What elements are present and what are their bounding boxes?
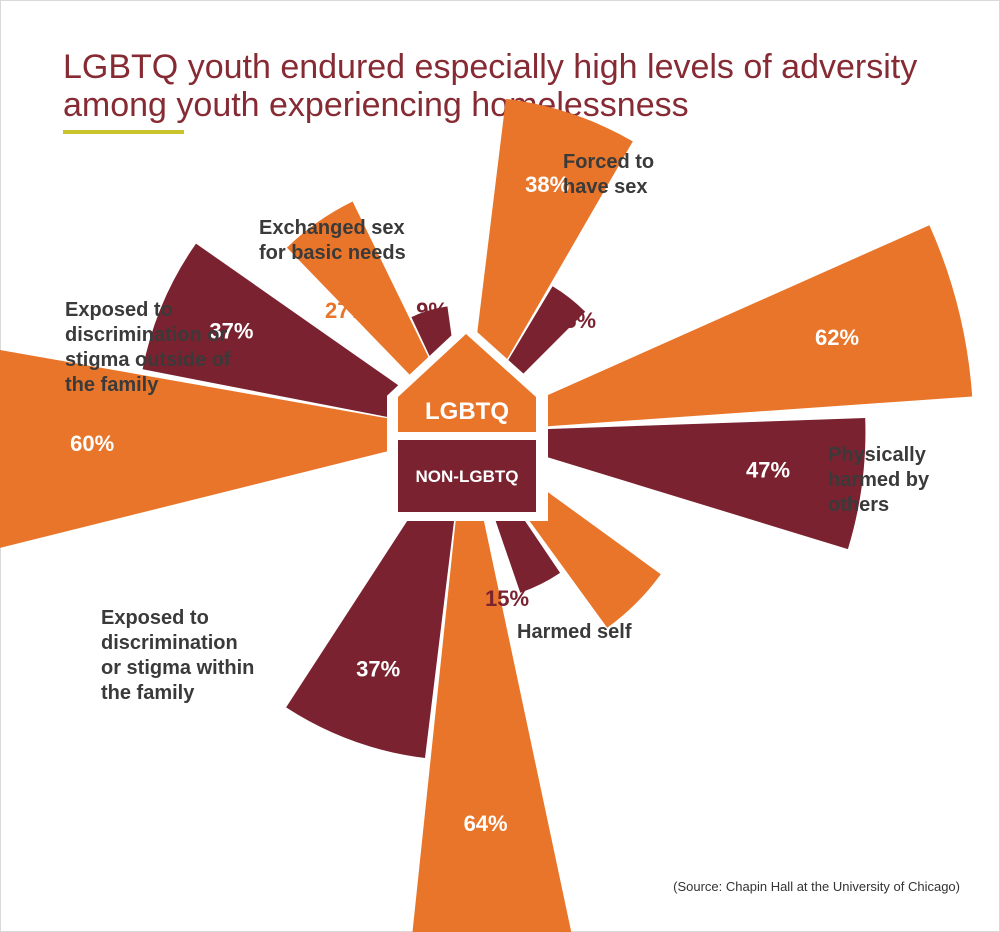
value-label-physically-harmed-by-others-lgbtq: 62% bbox=[815, 325, 859, 350]
value-label-exposed-to-discrimination-or-stigma-outside-of-the-family-non-lgbtq: 37% bbox=[209, 319, 253, 344]
wedge-exposed-to-discrimination-or-stigma-within-the-family-non-lgbtq bbox=[286, 484, 458, 758]
legend-swatch-non-lgbtq bbox=[398, 440, 536, 512]
category-label-harmed-self: Harmed self bbox=[517, 621, 632, 643]
value-label-forced-to-have-sex-non-lgbtq: 15% bbox=[552, 308, 596, 333]
legend-label-non-lgbtq: NON-LGBTQ bbox=[416, 467, 519, 486]
wedges-layer bbox=[0, 98, 973, 932]
category-label-exchanged-sex-for-basic-needs: Exchanged sex for basic needs bbox=[259, 217, 406, 264]
value-label-exchanged-sex-for-basic-needs-lgbtq: 27% bbox=[325, 298, 369, 323]
title-underline bbox=[63, 130, 184, 134]
value-label-exchanged-sex-for-basic-needs-non-lgbtq: 9% bbox=[416, 298, 448, 323]
wedge-physically-harmed-by-others-lgbtq bbox=[521, 225, 973, 428]
category-label-exposed-to-discrimination-or-stigma-within-the-family: Exposed to discrimination or stigma within… bbox=[101, 607, 254, 704]
chart-title: LGBTQ youth endured especially high leve… bbox=[63, 48, 918, 124]
value-label-harmed-self-non-lgbtq: 15% bbox=[485, 586, 529, 611]
labels-layer: 38% 15% Forced to have sex 62% 47% Physically h… bbox=[65, 151, 930, 836]
value-label-physically-harmed-by-others-non-lgbtq: 47% bbox=[746, 458, 790, 483]
legend-house: LGBTQ NON-LGBTQ bbox=[387, 321, 548, 521]
category-label-forced-to-have-sex: Forced to have sex bbox=[563, 151, 654, 198]
category-label-physically-harmed-by-others: Physically harmed by others bbox=[828, 444, 930, 516]
value-label-forced-to-have-sex-lgbtq: 38% bbox=[525, 172, 569, 197]
wedge-exchanged-sex-for-basic-needs-lgbtq bbox=[286, 201, 438, 388]
wedge-exposed-to-discrimination-or-stigma-outside-of-the-family-non-lgbtq bbox=[142, 243, 415, 421]
wedge-forced-to-have-sex-non-lgbtq bbox=[496, 286, 586, 389]
value-label-exposed-to-discrimination-or-stigma-within-the-family-non-lgbtq: 37% bbox=[356, 656, 400, 681]
source-note: (Source: Chapin Hall at the University o… bbox=[673, 879, 960, 894]
legend-label-lgbtq: LGBTQ bbox=[425, 398, 509, 425]
legend-swatch-lgbtq bbox=[398, 334, 536, 432]
value-label-exposed-to-discrimination-or-stigma-within-the-family-lgbtq: 64% bbox=[464, 811, 508, 836]
wedge-exposed-to-discrimination-or-stigma-within-the-family-lgbtq bbox=[412, 492, 572, 932]
category-label-exposed-to-discrimination-or-stigma-outside-of-the-family: Exposed to discrimination or stigma outsid… bbox=[65, 299, 231, 396]
wedge-forced-to-have-sex-lgbtq bbox=[472, 98, 633, 379]
wedge-physically-harmed-by-others-non-lgbtq bbox=[524, 418, 866, 550]
value-label-exposed-to-discrimination-or-stigma-outside-of-the-family-lgbtq: 60% bbox=[70, 431, 114, 456]
wedge-exposed-to-discrimination-or-stigma-outside-of-the-family-lgbtq bbox=[0, 349, 405, 548]
value-label-harmed-self-lgbtq: 25% bbox=[585, 576, 629, 601]
